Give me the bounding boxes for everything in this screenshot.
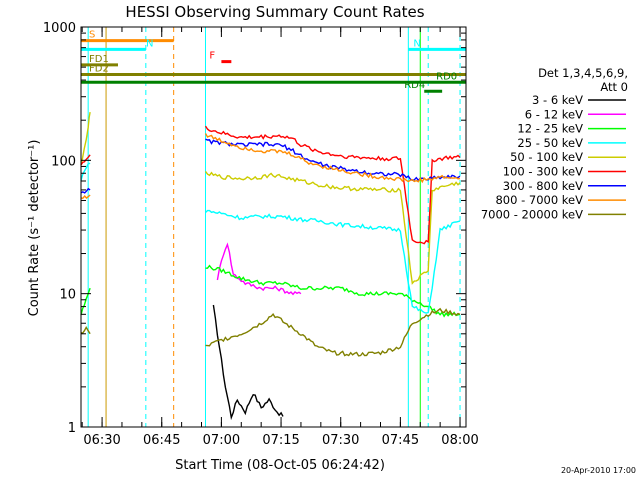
series-25-50-keV-segment-0 bbox=[80, 162, 91, 181]
y-tick-label-3: 1000 bbox=[43, 21, 76, 36]
status-bar-label-3: F bbox=[209, 51, 215, 62]
x-tick-label-1: 06:45 bbox=[143, 433, 180, 448]
x-tick-label-4: 07:30 bbox=[322, 433, 359, 448]
status-bar-label-7: RD4 bbox=[404, 80, 425, 91]
series-6-12-keV-segment-0 bbox=[216, 242, 302, 296]
legend-label-8: 7000 - 20000 keV bbox=[481, 207, 583, 221]
x-tick-label-0: 06:30 bbox=[83, 433, 120, 448]
series-300-800-keV-segment-1 bbox=[205, 138, 461, 182]
y-tick-label-2: 100 bbox=[51, 154, 76, 169]
footer-date: 20-Apr-2010 17:00 bbox=[561, 466, 636, 475]
status-bar-label-1: N bbox=[146, 38, 153, 49]
series-50-100-keV-segment-0 bbox=[80, 111, 91, 166]
x-tick-label-2: 07:00 bbox=[203, 433, 240, 448]
status-bar-label-4: FD1 bbox=[89, 54, 109, 65]
status-bar-label-5: FD2 bbox=[89, 64, 109, 75]
x-tick-label-5: 07:45 bbox=[382, 433, 419, 448]
legend-label-4: 50 - 100 keV bbox=[510, 150, 583, 164]
legend-label-2: 12 - 25 keV bbox=[517, 122, 583, 136]
series-12-25-keV-segment-1 bbox=[205, 264, 461, 318]
legend-label-6: 300 - 800 keV bbox=[503, 179, 583, 193]
plot-frame bbox=[80, 26, 467, 428]
series-lines bbox=[80, 111, 461, 421]
series-50-100-keV-segment-1 bbox=[204, 170, 461, 285]
series-800-7000-keV-segment-1 bbox=[204, 133, 461, 184]
status-bar-label-6: RD0 bbox=[436, 71, 457, 82]
series-100-300-keV-segment-1 bbox=[204, 125, 461, 245]
legend-header-line2: Att 0 bbox=[600, 80, 628, 94]
chart-title: HESSI Observing Summary Count Rates bbox=[125, 3, 424, 21]
x-tick-label-6: 08:00 bbox=[441, 433, 478, 448]
y-tick-label-1: 10 bbox=[59, 288, 76, 303]
series-12-25-keV-segment-0 bbox=[80, 287, 91, 316]
x-axis-label: Start Time (08-Oct-05 06:24:42) bbox=[175, 458, 385, 473]
legend-label-3: 25 - 50 keV bbox=[517, 136, 583, 150]
legend-label-0: 3 - 6 keV bbox=[532, 93, 583, 107]
vertical-markers bbox=[87, 27, 461, 427]
status-bar-label-0: S bbox=[89, 30, 95, 41]
axes: 06:30 06:45 07:00 07:15 07:30 07:45 08:00 1 10 10… bbox=[43, 21, 479, 448]
legend-label-1: 6 - 12 keV bbox=[525, 107, 583, 121]
series-3-6-keV-segment-0 bbox=[212, 304, 284, 421]
series-25-50-keV-segment-1 bbox=[205, 209, 461, 314]
series-7000-20000-keV-segment-1 bbox=[205, 307, 461, 357]
legend-label-5: 100 - 300 keV bbox=[503, 165, 583, 179]
series-800-7000-keV-segment-0 bbox=[80, 194, 91, 200]
series-300-800-keV-segment-0 bbox=[80, 187, 91, 194]
series-7000-20000-keV-segment-0 bbox=[80, 325, 91, 335]
y-axis-label: Count Rate (s⁻¹ detector⁻¹) bbox=[27, 140, 42, 317]
legend-header-line1: Det 1,3,4,5,6,9, bbox=[538, 66, 628, 80]
status-bar-label-2: N bbox=[413, 38, 420, 49]
legend-label-7: 800 - 7000 keV bbox=[495, 193, 583, 207]
x-tick-label-3: 07:15 bbox=[262, 433, 299, 448]
y-tick-label-0: 1 bbox=[68, 421, 76, 436]
